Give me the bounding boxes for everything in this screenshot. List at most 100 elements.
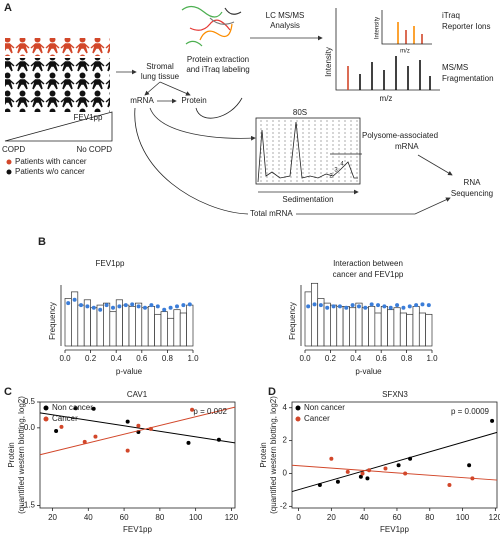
- point: [117, 304, 122, 309]
- x-tick-label: 0.0: [299, 354, 311, 363]
- x-tick-label: 100: [189, 513, 203, 522]
- x-tick-label: 20: [48, 513, 57, 522]
- ms-inset-axes: [381, 10, 432, 45]
- label: and iTraq labeling: [186, 65, 249, 74]
- label: Reporter Ions: [442, 22, 490, 31]
- point: [216, 437, 221, 442]
- label: mRNA: [130, 96, 154, 105]
- y-tick-label: 0.0: [24, 423, 36, 432]
- panel-label: C: [4, 386, 12, 398]
- bar: [90, 307, 98, 347]
- point: [408, 456, 413, 461]
- bar: [167, 317, 175, 347]
- point: [376, 303, 381, 308]
- x-tick-label: 0.8: [162, 354, 174, 363]
- chart-title: cancer and FEV1pp: [333, 270, 404, 279]
- label: iTraq: [442, 11, 460, 20]
- connector: [195, 97, 243, 119]
- x-tick-label: 1.0: [187, 354, 199, 363]
- legend-dot: [6, 159, 12, 165]
- x-tick-label: 60: [393, 513, 402, 522]
- bar: [387, 309, 395, 347]
- point: [344, 305, 349, 310]
- label: LC MS/MS: [266, 11, 305, 20]
- point: [363, 305, 368, 310]
- label: mRNA: [395, 142, 419, 151]
- point: [395, 303, 400, 308]
- x-tick-label: 100: [456, 513, 470, 522]
- label: Intensity: [375, 17, 381, 39]
- label: lung tissue: [141, 72, 180, 81]
- point: [125, 448, 130, 453]
- y-tick-label: 4: [283, 403, 288, 412]
- point: [82, 439, 87, 444]
- label: COPD: [2, 145, 25, 154]
- fit-line: [39, 406, 236, 456]
- panel-label: B: [38, 236, 46, 248]
- label: Fragmentation: [442, 74, 494, 83]
- point: [467, 463, 472, 468]
- label: Polysome-associated: [362, 131, 438, 140]
- point: [318, 303, 323, 308]
- bar: [393, 307, 401, 347]
- point: [317, 482, 322, 487]
- y-tick-label: -1.5: [21, 501, 35, 510]
- point: [186, 440, 191, 445]
- bar: [186, 304, 194, 347]
- label: MS/MS: [442, 63, 468, 72]
- panel-label: D: [268, 386, 276, 398]
- point: [350, 303, 355, 308]
- annotation: p = 0.002: [193, 407, 227, 416]
- point: [181, 303, 186, 308]
- bar: [135, 302, 143, 347]
- bar: [425, 313, 433, 347]
- protein-strands: [181, 5, 242, 47]
- label: m/z: [400, 49, 410, 55]
- plot-frame: [39, 401, 236, 509]
- point: [93, 434, 98, 439]
- point: [136, 423, 141, 428]
- point: [59, 424, 64, 429]
- point: [149, 303, 154, 308]
- bar: [406, 313, 414, 347]
- bar: [173, 309, 181, 347]
- bar: [128, 306, 136, 347]
- point: [403, 471, 408, 476]
- point: [66, 301, 71, 306]
- y-tick-label: -2: [280, 501, 288, 510]
- point: [337, 304, 342, 309]
- point: [136, 304, 141, 309]
- x-axis-label: p-value: [355, 367, 382, 376]
- x-tick-label: 60: [120, 513, 129, 522]
- label: m/z: [380, 94, 393, 103]
- point: [190, 407, 195, 412]
- point: [447, 482, 452, 487]
- label: 80S: [293, 108, 307, 117]
- y-tick-label: 2: [283, 436, 288, 445]
- fractions: [258, 120, 358, 182]
- bar: [399, 312, 407, 347]
- y-axis-label: Protein: [7, 442, 16, 467]
- point: [414, 303, 419, 308]
- label: Sedimentation: [282, 195, 333, 204]
- label: Stromal: [146, 62, 174, 71]
- label: Intensity: [324, 47, 333, 77]
- chart-title: CAV1: [127, 390, 148, 399]
- fev-wedge: [4, 111, 113, 142]
- point: [420, 302, 425, 307]
- bar: [147, 306, 155, 347]
- point: [356, 304, 361, 309]
- connector: [134, 107, 249, 215]
- fit-line: [39, 412, 236, 444]
- legend-marker: [43, 416, 49, 422]
- x-tick-label: 0.0: [59, 354, 71, 363]
- bar: [77, 304, 85, 347]
- legend-label: Cancer: [52, 414, 78, 423]
- point: [407, 304, 412, 309]
- point: [123, 303, 128, 308]
- point: [382, 304, 387, 309]
- legend-label: Non cancer: [52, 403, 93, 412]
- label: FEV1pp: [74, 113, 103, 122]
